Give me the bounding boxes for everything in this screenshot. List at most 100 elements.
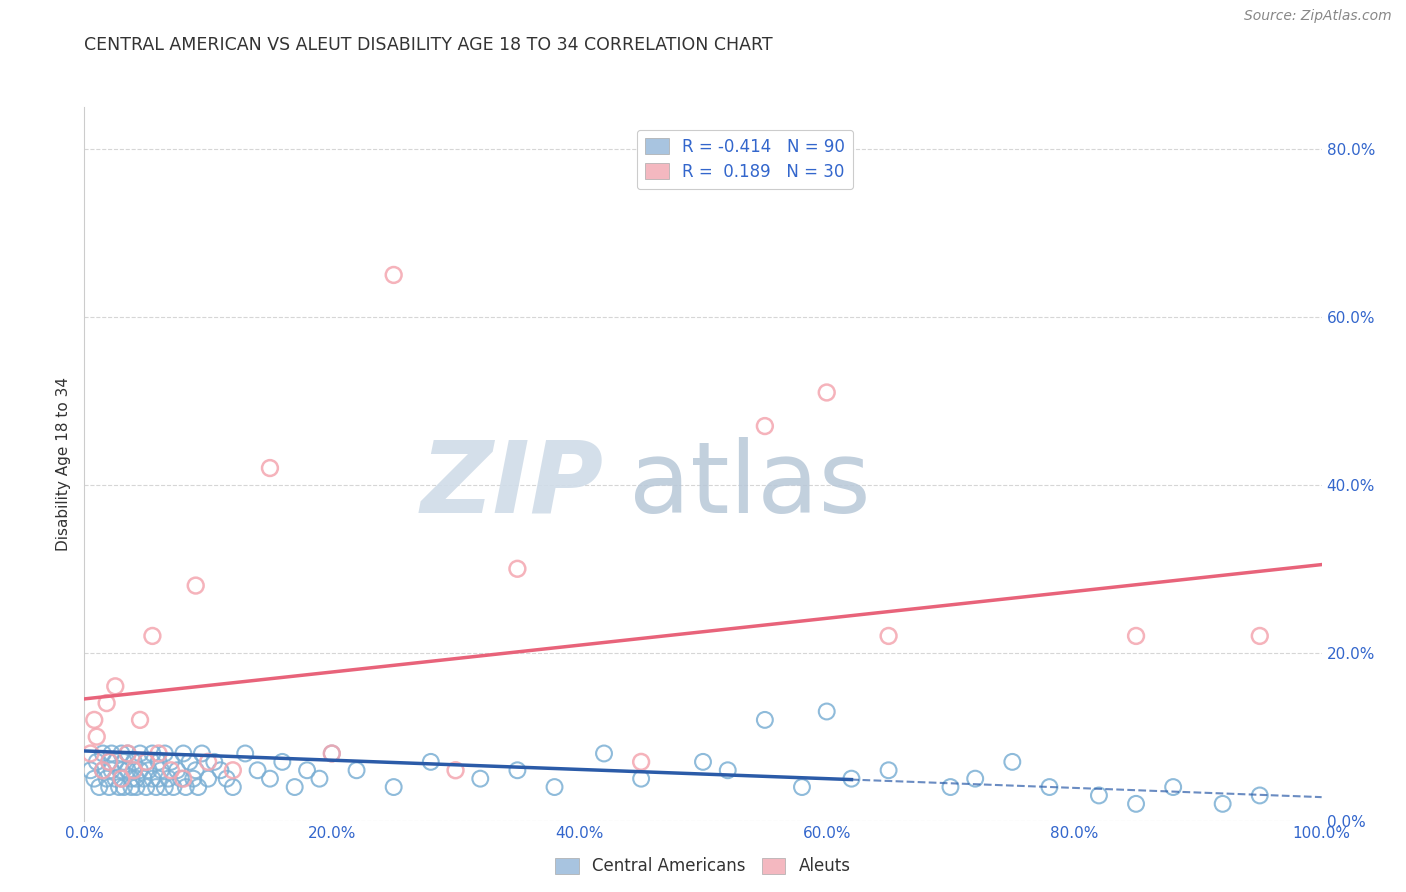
Point [122,764,145,778]
Point [120,780,142,794]
Legend: Central Americans, Aleuts: Central Americans, Aleuts [547,849,859,884]
Point [98,755,121,769]
Point [191,747,214,761]
Point [79,747,101,761]
Point [630,772,652,786]
Point [184,578,207,592]
Point [172,772,194,786]
Point [419,755,441,769]
Point [321,747,343,761]
Point [174,780,197,794]
Point [209,764,232,778]
Point [153,780,176,794]
Point [593,747,616,761]
Point [98,780,121,794]
Point [148,772,170,786]
Point [202,755,225,769]
Point [100,764,122,778]
Point [630,755,652,769]
Point [444,764,467,778]
Point [79,764,101,778]
Point [815,705,838,719]
Point [148,755,170,769]
Point [117,764,139,778]
Point [754,419,776,434]
Point [187,780,209,794]
Point [141,772,163,786]
Text: Source: ZipAtlas.com: Source: ZipAtlas.com [1244,9,1392,23]
Point [181,772,204,786]
Point [543,780,565,794]
Point [141,747,163,761]
Point [939,780,962,794]
Point [162,780,184,794]
Point [117,747,139,761]
Point [717,764,740,778]
Point [150,764,173,778]
Point [125,780,148,794]
Point [148,747,170,761]
Point [125,772,148,786]
Point [135,780,157,794]
Point [877,764,900,778]
Point [1249,629,1271,643]
Point [308,772,330,786]
Point [1088,789,1111,803]
Point [284,780,307,794]
Point [141,629,163,643]
Point [382,780,405,794]
Y-axis label: Disability Age 18 to 34: Disability Age 18 to 34 [56,376,72,551]
Point [1161,780,1184,794]
Text: CENTRAL AMERICAN VS ALEUT DISABILITY AGE 18 TO 34 CORRELATION CHART: CENTRAL AMERICAN VS ALEUT DISABILITY AGE… [84,36,773,54]
Point [506,562,529,576]
Point [1125,797,1147,811]
Point [86,755,108,769]
Point [122,755,145,769]
Point [96,772,118,786]
Point [790,780,813,794]
Text: atlas: atlas [628,437,870,533]
Point [91,764,114,778]
Point [295,764,318,778]
Point [120,772,142,786]
Point [692,755,714,769]
Point [135,755,157,769]
Point [271,755,294,769]
Point [132,772,155,786]
Point [83,713,105,727]
Point [233,747,256,761]
Point [382,268,405,282]
Point [110,772,132,786]
Point [91,747,114,761]
Point [110,772,132,786]
Point [129,713,152,727]
Point [754,713,776,727]
Point [166,764,188,778]
Point [135,755,157,769]
Point [100,747,122,761]
Point [129,747,152,761]
Point [179,755,201,769]
Point [117,747,139,761]
Point [184,764,207,778]
Point [104,679,127,693]
Point [1125,629,1147,643]
Point [170,772,193,786]
Point [83,772,105,786]
Point [1001,755,1024,769]
Point [965,772,987,786]
Point [259,461,281,475]
Point [160,764,183,778]
Point [1212,797,1234,811]
Point [160,755,183,769]
Point [98,755,121,769]
Point [470,772,492,786]
Point [89,780,111,794]
Point [197,772,219,786]
Point [108,780,131,794]
Point [86,730,108,744]
Point [877,629,900,643]
Point [259,772,281,786]
Point [96,696,118,710]
Point [110,747,132,761]
